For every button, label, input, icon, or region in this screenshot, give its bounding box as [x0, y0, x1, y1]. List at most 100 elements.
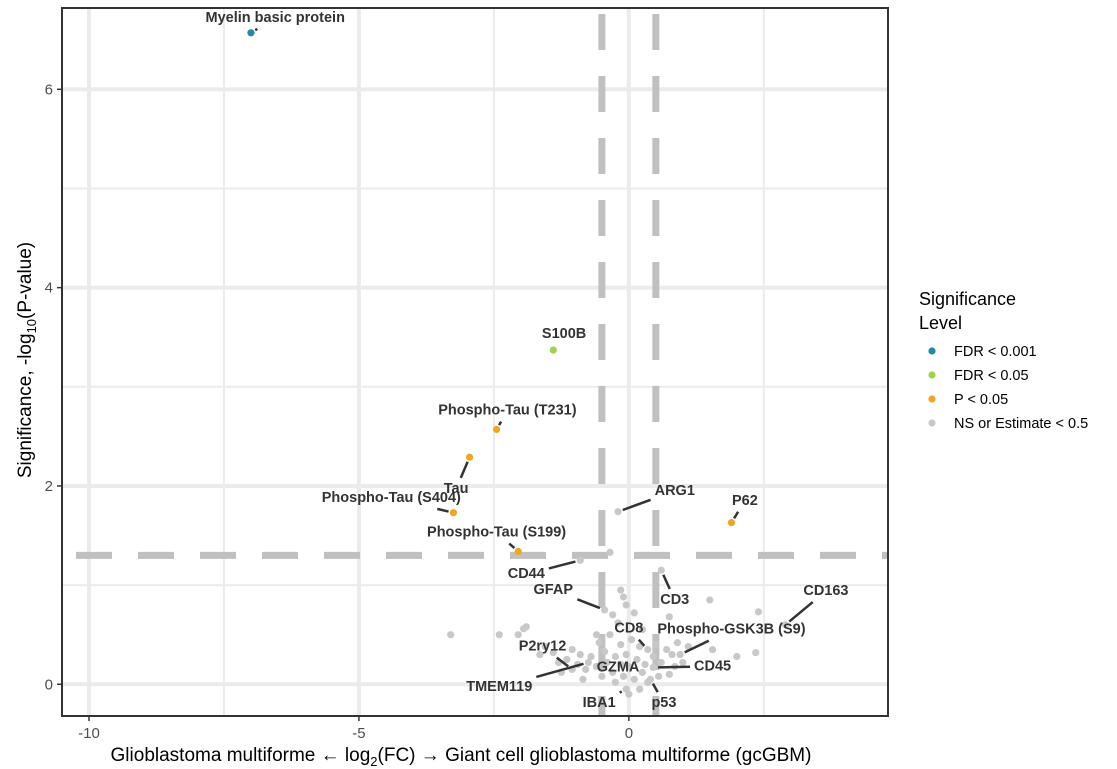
label-connector	[637, 638, 646, 647]
data-point	[708, 645, 717, 654]
data-point	[625, 662, 633, 671]
data-point	[549, 648, 557, 657]
x-tick-label: -5	[352, 725, 365, 742]
y-tick-label: 0	[45, 676, 53, 693]
data-point	[622, 685, 630, 693]
legend-label: FDR < 0.001	[954, 344, 1037, 360]
data-point	[495, 631, 503, 639]
data-point	[492, 425, 501, 434]
data-point	[563, 655, 571, 664]
y-tick-label: 2	[45, 478, 53, 495]
y-tick-label: 6	[45, 81, 53, 98]
legend-key	[928, 371, 936, 379]
label-connector	[536, 662, 584, 679]
data-point	[595, 639, 603, 647]
legend: Significance Level FDR < 0.001 FDR < 0.05 P…	[919, 289, 1088, 432]
point-label: S100B	[542, 326, 586, 342]
data-point	[652, 641, 660, 649]
label-connector	[508, 542, 516, 550]
label-connector	[662, 574, 671, 590]
point-label: CD44	[508, 566, 545, 582]
data-point	[541, 642, 549, 651]
data-point	[592, 662, 601, 671]
legend-items: FDR < 0.001 FDR < 0.05 P < 0.05 NS or Estim…	[928, 344, 1088, 432]
data-point	[649, 663, 657, 672]
data-point	[638, 626, 646, 634]
data-point	[600, 647, 609, 656]
plot-panel-border	[61, 7, 889, 717]
data-point	[614, 508, 622, 516]
label-connector	[622, 498, 652, 512]
data-point	[657, 566, 665, 574]
data-point	[514, 547, 522, 555]
x-tick-label: 0	[625, 725, 633, 742]
data-point	[576, 556, 584, 564]
data-point	[657, 658, 665, 667]
label-connector	[651, 683, 659, 693]
point-label: Myelin basic protein	[206, 10, 345, 26]
data-point	[617, 641, 625, 649]
point-label: P62	[732, 493, 758, 509]
data-point	[630, 675, 638, 683]
data-point	[654, 672, 663, 680]
data-point	[449, 509, 458, 517]
label-connector	[733, 511, 740, 520]
grid-lines	[62, 8, 888, 716]
data-point	[611, 678, 619, 686]
data-point	[579, 675, 587, 683]
point-label: CD45	[694, 658, 731, 674]
label-connector	[548, 560, 576, 570]
point-label: GZMA	[597, 659, 640, 675]
data-point	[609, 668, 617, 676]
data-point	[466, 453, 474, 461]
point-label: P2ry12	[519, 639, 567, 655]
point-label: CD8	[614, 621, 643, 637]
y-axis-title: Significance, -log10(P-value)	[15, 242, 39, 478]
data-point	[447, 631, 455, 639]
label-connectors	[254, 27, 814, 694]
legend-label: FDR < 0.05	[954, 368, 1029, 384]
data-point	[549, 346, 557, 354]
axis-ticks: -10 -5 0 0 2 4 6	[45, 81, 633, 742]
point-label: IBA1	[583, 695, 616, 711]
data-point	[676, 650, 684, 659]
data-points	[247, 29, 790, 698]
point-label: Tau	[444, 481, 469, 497]
y-tick-label: 4	[45, 280, 53, 297]
data-point	[630, 609, 638, 617]
label-connector	[684, 639, 710, 654]
data-point	[522, 623, 530, 631]
legend-label: NS or Estimate < 0.5	[954, 416, 1088, 432]
data-point	[633, 655, 641, 664]
legend-title: Significance Level	[919, 289, 1016, 333]
data-point	[663, 645, 671, 654]
data-point	[665, 613, 673, 621]
legend-key	[928, 395, 936, 403]
data-point	[644, 645, 652, 654]
data-point	[733, 652, 741, 661]
data-point	[614, 619, 622, 627]
x-axis-title: Glioblastoma multiforme ← log2(FC) → Gia…	[111, 745, 812, 769]
data-point	[568, 645, 576, 654]
data-point	[600, 606, 609, 614]
data-point	[582, 665, 590, 673]
data-point	[247, 29, 255, 37]
data-point	[754, 608, 763, 616]
data-point	[641, 660, 649, 669]
data-point	[592, 631, 601, 639]
threshold-lines	[62, 8, 888, 716]
point-label: Phospho-Tau (S404)	[322, 490, 461, 506]
point-label: Phospho-Tau (T231)	[438, 403, 576, 419]
point-label: ARG1	[655, 483, 695, 499]
label-connector	[788, 601, 814, 623]
point-label: GFAP	[534, 582, 574, 598]
data-point	[668, 650, 676, 659]
label-connector	[498, 420, 503, 426]
data-point	[609, 611, 617, 619]
data-point	[636, 642, 644, 651]
data-point	[587, 652, 595, 661]
data-point	[679, 658, 687, 667]
legend-label: P < 0.05	[954, 392, 1008, 408]
label-connector	[459, 461, 469, 479]
